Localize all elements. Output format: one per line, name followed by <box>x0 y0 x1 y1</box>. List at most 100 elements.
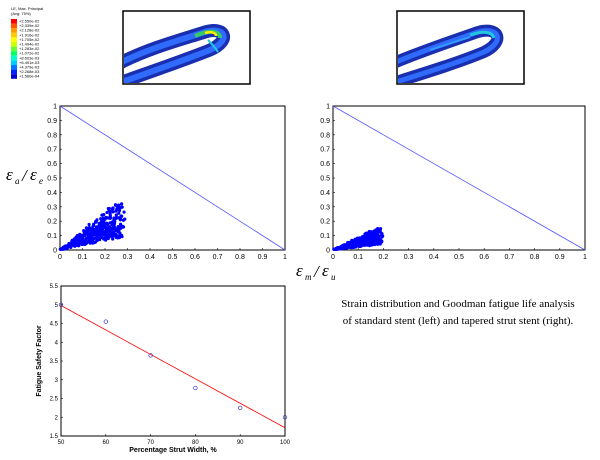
goodman-plot-left: 0 0.1 0.2 0.3 0.4 0.5 0.6 0.7 0.8 0.9 1 0 0.1 0.2 0.3… <box>47 104 287 262</box>
x-tick-label: 0.6 <box>190 254 200 261</box>
strain-point <box>115 228 120 232</box>
svg-text:ε: ε <box>296 261 303 280</box>
x-tick-label: 0.1 <box>353 254 363 261</box>
x-tick-label: 0.2 <box>100 254 110 261</box>
strain-point <box>356 236 360 240</box>
legend-swatch <box>11 51 17 56</box>
fit-line <box>60 305 286 429</box>
strain-point <box>113 226 117 230</box>
x-tick-label: 0.8 <box>530 254 540 261</box>
x-ticks: 0 0.1 0.2 0.3 0.4 0.5 0.6 0.7 0.8 0.9 1 <box>58 248 287 261</box>
strain-point <box>95 235 99 240</box>
legend-swatches: +2.550e-02+2.339e-02+2.128e-02+1.916e-02… <box>11 19 40 79</box>
strain-point <box>378 234 382 238</box>
strain-point <box>111 206 115 210</box>
y-tick-label: 1.5 <box>50 434 59 440</box>
strain-point <box>376 240 380 244</box>
strain-point <box>372 229 377 233</box>
x-tick-label: 100 <box>280 440 291 446</box>
strain-point <box>369 232 374 236</box>
strain-point <box>100 224 104 228</box>
strain-point <box>87 222 91 227</box>
svg-text:ε: ε <box>322 261 329 280</box>
strain-point <box>359 243 364 247</box>
legend-entry: +6.491e-03 <box>19 60 40 65</box>
legend-entry: +2.268e-03 <box>19 69 40 74</box>
strain-point <box>102 221 106 225</box>
svg-text:ε: ε <box>30 165 37 184</box>
y-tick-label: 4 <box>55 340 59 346</box>
y-tick-label: 0.1 <box>47 233 57 240</box>
legend-title-line1: LE, Max. Principal <box>11 6 43 11</box>
strain-point <box>109 216 113 220</box>
strain-point <box>367 241 371 245</box>
goodman-line <box>332 105 586 251</box>
strain-point <box>114 213 118 217</box>
y-tick-label: 1 <box>326 104 330 111</box>
strain-point <box>104 228 108 232</box>
strain-point <box>76 238 81 242</box>
goodman-plot-right: 0 0.1 0.2 0.3 0.4 0.5 0.6 0.7 0.8 0.9 1 0 0.1 0.2 0.3… <box>320 104 587 262</box>
legend-entry: +1.916e-02 <box>19 32 40 37</box>
legend-entry: +4.379e-03 <box>19 65 40 70</box>
strain-point <box>106 233 111 237</box>
figure-caption: Strain distribution and Goodman fatigue … <box>322 296 594 330</box>
y-tick-label: 0.8 <box>47 132 57 139</box>
data-point <box>148 353 153 358</box>
legend-swatch <box>11 28 17 33</box>
strain-point <box>373 235 377 239</box>
strain-point <box>90 238 94 242</box>
strain-point-cloud <box>58 202 127 251</box>
y-tick-label: 1 <box>53 104 57 111</box>
x-tick-label: 0.9 <box>555 254 565 261</box>
legend-entry: +2.550e-02 <box>19 19 40 24</box>
strain-point <box>120 214 124 218</box>
strain-point <box>112 222 117 226</box>
y-tick-label: 4.5 <box>50 322 59 328</box>
data-point <box>238 405 243 411</box>
strain-point <box>88 241 92 245</box>
strain-point <box>366 233 370 237</box>
strain-point <box>123 217 127 221</box>
strain-point <box>122 210 126 214</box>
goodman-y-axis-label: ε a / ε e <box>6 165 43 186</box>
y-tick-label: 0.9 <box>47 118 57 125</box>
legend-swatch <box>11 65 17 70</box>
y-tick-label: 0.8 <box>320 132 330 139</box>
strain-point <box>343 245 347 250</box>
strain-point <box>97 230 102 235</box>
strain-point <box>100 226 104 231</box>
y-tick-label: 0.4 <box>47 190 57 197</box>
x-tick-label: 50 <box>58 440 65 446</box>
strain-point <box>374 237 378 241</box>
strain-point <box>113 232 117 236</box>
legend-swatch <box>11 55 17 61</box>
strain-point <box>102 218 106 222</box>
svg-text:e: e <box>39 176 43 186</box>
legend-swatch <box>11 37 17 42</box>
legend-swatch <box>11 69 17 75</box>
strain-point <box>116 216 120 220</box>
legend-swatch <box>11 42 17 47</box>
strain-point-cloud <box>332 227 385 251</box>
y-tick-label: 2.5 <box>50 397 59 403</box>
legend-entry: +1.560e-04 <box>19 74 40 79</box>
x-ticks: 50 60 70 80 90 100 <box>58 434 291 446</box>
y-tick-label: 2 <box>55 415 59 421</box>
strain-point <box>380 232 384 236</box>
svg-text:/: / <box>21 166 29 185</box>
strain-point <box>100 213 104 217</box>
svg-text:/: / <box>313 262 321 281</box>
y-tick-label: 0.9 <box>320 118 330 125</box>
x-tick-label: 0.2 <box>379 254 389 261</box>
strain-point <box>64 245 69 249</box>
strain-point <box>84 237 88 241</box>
x-ticks: 0 0.1 0.2 0.3 0.4 0.5 0.6 0.7 0.8 0.9 1 <box>331 248 587 261</box>
y-tick-label: 0.6 <box>47 161 57 168</box>
y-tick-label: 0.1 <box>320 233 330 240</box>
strain-point <box>117 211 121 215</box>
strain-point <box>377 228 381 232</box>
strain-point <box>94 225 99 229</box>
legend-entry: +1.494e-02 <box>19 42 40 47</box>
y-tick-label: 0.6 <box>320 161 330 168</box>
